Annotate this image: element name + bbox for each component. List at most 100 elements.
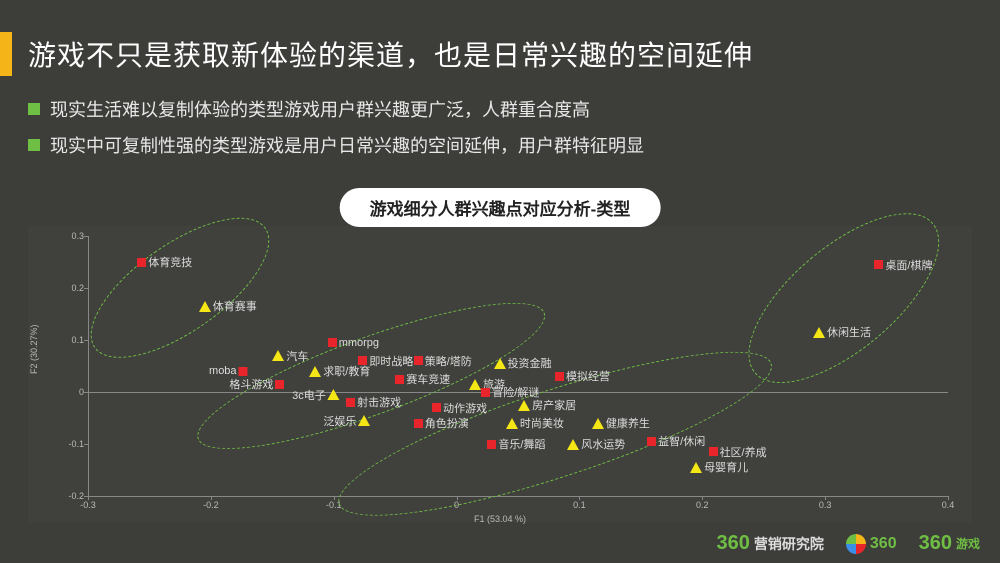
bullet-item: 现实中可复制性强的类型游戏是用户日常兴趣的空间延伸，用户群特征明显 <box>28 132 644 158</box>
data-point: 汽车 <box>272 348 310 364</box>
triangle-marker-icon <box>272 350 284 361</box>
point-label: 时尚美妆 <box>520 415 564 431</box>
point-label: 健康养生 <box>606 415 650 431</box>
bullet-square-icon <box>28 103 40 115</box>
point-label: 策略/塔防 <box>425 353 472 369</box>
quad-circle-icon <box>846 534 866 554</box>
data-point: 赛车竞速 <box>395 371 452 387</box>
triangle-marker-icon <box>469 379 481 390</box>
logo-sub: 游戏 <box>956 535 980 552</box>
point-label: 体育赛事 <box>213 298 257 314</box>
point-label: 投资金融 <box>508 355 552 371</box>
cluster-ellipse <box>69 192 291 384</box>
point-label: 益智/休闲 <box>658 433 705 449</box>
square-marker-icon <box>346 398 355 407</box>
square-marker-icon <box>275 380 284 389</box>
logo-num: 360 <box>717 532 750 555</box>
data-point: 健康养生 <box>592 415 652 431</box>
triangle-marker-icon <box>567 439 579 450</box>
y-tick-label: -0.2 <box>58 491 84 501</box>
square-marker-icon <box>395 375 404 384</box>
data-point: 旅游 <box>469 376 507 392</box>
bullet-text: 现实生活难以复制体验的类型游戏用户群兴趣更广泛，人群重合度高 <box>50 96 590 122</box>
x-tick-label: -0.1 <box>326 500 342 510</box>
cluster-ellipse <box>721 184 967 414</box>
data-point: 模拟经营 <box>555 368 612 384</box>
square-marker-icon <box>328 338 337 347</box>
point-label: 桌面/棋牌 <box>885 257 932 273</box>
cluster-ellipse <box>184 277 557 476</box>
point-label: 音乐/舞蹈 <box>498 436 545 452</box>
point-label: 3c电子 <box>292 387 326 403</box>
bullet-text: 现实中可复制性强的类型游戏是用户日常兴趣的空间延伸，用户群特征明显 <box>50 132 644 158</box>
data-point: 房产家居 <box>518 397 578 413</box>
data-point: mmorpg <box>328 337 381 349</box>
data-point: 格斗游戏 <box>227 376 284 392</box>
y-tick-label: 0.3 <box>58 231 84 241</box>
x-tick-label: 0.3 <box>819 500 832 510</box>
logo-num: 360 <box>870 535 897 553</box>
point-label: mmorpg <box>339 337 379 349</box>
square-marker-icon <box>487 440 496 449</box>
page-title: 游戏不只是获取新体验的渠道，也是日常兴趣的空间延伸 <box>28 34 753 74</box>
slide-root: 游戏不只是获取新体验的渠道，也是日常兴趣的空间延伸 现实生活难以复制体验的类型游… <box>0 0 1000 563</box>
square-marker-icon <box>555 372 564 381</box>
data-point: 社区/养成 <box>709 444 769 460</box>
data-point: 休闲生活 <box>813 324 873 340</box>
y-axis-title: F2 (30.27%) <box>29 324 39 374</box>
x-axis-line <box>88 392 948 393</box>
scatter-chart: -0.3-0.2-0.100.10.20.30.4-0.2-0.100.10.2… <box>28 226 972 522</box>
y-tick-label: 0 <box>58 387 84 397</box>
point-label: 母婴育儿 <box>704 459 748 475</box>
point-label: 房产家居 <box>532 397 576 413</box>
logo-360-assistant: 360 <box>846 534 897 554</box>
point-label: moba <box>209 365 237 377</box>
point-label: 体育竞技 <box>148 254 192 270</box>
data-point: 时尚美妆 <box>506 415 566 431</box>
title-bar: 游戏不只是获取新体验的渠道，也是日常兴趣的空间延伸 <box>0 32 753 76</box>
square-marker-icon <box>709 447 718 456</box>
data-point: 母婴育儿 <box>690 459 750 475</box>
data-point: 动作游戏 <box>432 400 489 416</box>
square-marker-icon <box>414 419 423 428</box>
y-axis-line <box>88 236 89 496</box>
footer-logos: 360 营销研究院 360 360 游戏 <box>717 532 980 555</box>
x-tick-label: 0.4 <box>942 500 955 510</box>
data-point: 求职/教育 <box>309 363 372 379</box>
point-label: 泛娱乐 <box>323 413 356 429</box>
x-axis-title: F1 (53.04 %) <box>474 514 526 524</box>
triangle-marker-icon <box>813 327 825 338</box>
data-point: 即时战略 <box>358 353 415 369</box>
point-label: 休闲生活 <box>827 324 871 340</box>
data-point: 策略/塔防 <box>414 353 474 369</box>
point-label: 社区/养成 <box>720 444 767 460</box>
x-tick-label: 0.2 <box>696 500 709 510</box>
square-marker-icon <box>432 403 441 412</box>
triangle-marker-icon <box>199 301 211 312</box>
logo-360-marketing: 360 营销研究院 <box>717 532 824 555</box>
x-tick-label: 0 <box>454 500 459 510</box>
square-marker-icon <box>137 258 146 267</box>
square-marker-icon <box>414 356 423 365</box>
chart-title-pill: 游戏细分人群兴趣点对应分析-类型 <box>340 188 661 227</box>
logo-sub: 营销研究院 <box>754 534 824 554</box>
data-point: 体育赛事 <box>199 298 259 314</box>
point-label: 模拟经营 <box>566 368 610 384</box>
y-tick-label: -0.1 <box>58 439 84 449</box>
triangle-marker-icon <box>506 418 518 429</box>
logo-num: 360 <box>919 532 952 555</box>
plot-box: -0.3-0.2-0.100.10.20.30.4-0.2-0.100.10.2… <box>88 236 948 496</box>
y-tick-label: 0.2 <box>58 283 84 293</box>
x-tick-label: -0.2 <box>203 500 219 510</box>
data-point: 益智/休闲 <box>647 433 707 449</box>
x-axis-baseline <box>88 496 948 497</box>
triangle-marker-icon <box>358 415 370 426</box>
triangle-marker-icon <box>518 400 530 411</box>
bullet-square-icon <box>28 139 40 151</box>
triangle-marker-icon <box>690 462 702 473</box>
triangle-marker-icon <box>328 389 340 400</box>
square-marker-icon <box>239 367 248 376</box>
point-label: 即时战略 <box>369 353 413 369</box>
data-point: 角色扮演 <box>414 415 471 431</box>
triangle-marker-icon <box>592 418 604 429</box>
